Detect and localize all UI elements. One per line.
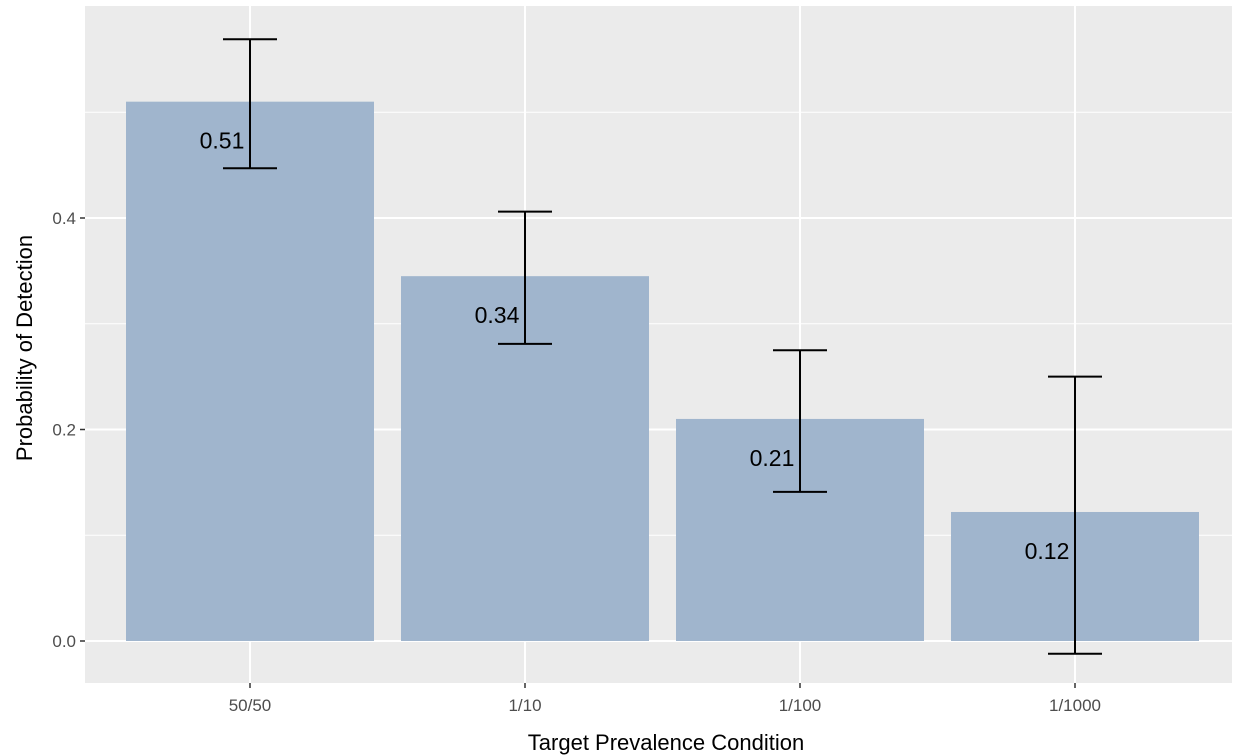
x-tick-label: 1/1000: [1049, 696, 1101, 715]
error-bars: [223, 38, 1102, 655]
x-axis-ticks: 50/50 1/10 1/100 1/1000: [229, 683, 1101, 715]
error-bar: [498, 210, 552, 345]
y-axis-title: Probability of Detection: [12, 235, 37, 461]
bar: [126, 101, 374, 642]
error-bar: [223, 38, 277, 170]
y-tick-label: 0.4: [52, 209, 76, 228]
data-label: 0.51: [200, 128, 245, 154]
bars: [126, 101, 1199, 642]
x-tick-label: 1/10: [508, 696, 541, 715]
data-labels: 0.51 0.34 0.21 0.12: [200, 128, 1070, 564]
y-axis-ticks: 0.0 0.2 0.4: [52, 209, 85, 651]
x-tick-label: 1/100: [779, 696, 822, 715]
data-label: 0.12: [1025, 538, 1070, 564]
error-bar: [1048, 375, 1102, 655]
x-axis-title: Target Prevalence Condition: [528, 730, 804, 755]
error-bar: [773, 349, 827, 493]
y-tick-label: 0.2: [52, 421, 76, 440]
data-label: 0.34: [475, 302, 520, 328]
data-label: 0.21: [750, 445, 795, 471]
y-tick-label: 0.0: [52, 632, 76, 651]
x-tick-label: 50/50: [229, 696, 272, 715]
